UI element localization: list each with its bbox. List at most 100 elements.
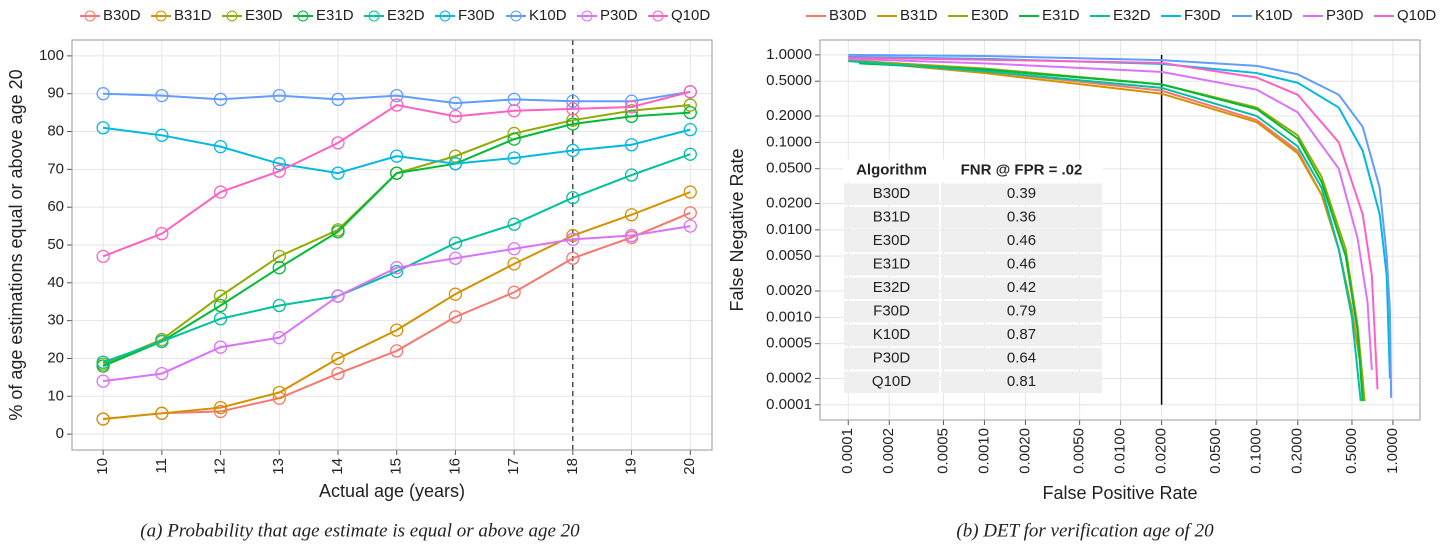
point (331, 136, 345, 150)
table-cell (844, 324, 939, 346)
point (390, 88, 404, 103)
table-text: 0.81 (1007, 373, 1036, 390)
series-line (848, 56, 1379, 390)
point (448, 310, 463, 324)
legend-marker (368, 10, 380, 22)
y-tick-label: 0.0200 (766, 194, 812, 211)
table-text: 0.64 (1007, 350, 1036, 367)
point (566, 102, 580, 116)
point (683, 122, 697, 137)
series (96, 185, 697, 426)
y-tick-label: 0.0500 (766, 160, 812, 177)
point (331, 289, 345, 303)
table-cell (941, 371, 1102, 393)
table-text: E30D (873, 232, 911, 249)
point (96, 412, 110, 426)
series-line (102, 90, 691, 258)
point (213, 340, 228, 354)
point (566, 228, 580, 243)
point (213, 400, 228, 415)
table-text: 0.46 (1007, 256, 1036, 273)
legend-marker (155, 10, 167, 22)
legend-marker (84, 10, 96, 22)
legend-marker (652, 10, 664, 22)
legend-label: B31D (174, 7, 212, 24)
x-tick-label: 10 (94, 458, 111, 475)
y-tick-label: 0.0100 (766, 221, 812, 238)
y-tick-label: 50 (47, 236, 64, 253)
point (390, 323, 404, 337)
legend-marker (510, 10, 522, 22)
table-text: E32D (873, 279, 911, 296)
point (213, 404, 228, 419)
point (683, 147, 697, 161)
point (507, 257, 521, 271)
x-tick-label: 0.0001 (839, 428, 856, 474)
x-tick-label: 19 (623, 458, 640, 475)
series (96, 147, 697, 369)
point (624, 168, 639, 182)
panel-border (71, 39, 713, 451)
point (272, 157, 286, 171)
point (96, 359, 110, 373)
x-tick-label: 0.0020 (1016, 428, 1033, 474)
table-cell (844, 230, 939, 252)
point (155, 88, 169, 103)
panel-border (819, 39, 1421, 421)
y-tick-label: 1.0000 (766, 46, 812, 63)
point (507, 132, 521, 146)
legend-label: E32D (387, 7, 425, 24)
point (331, 166, 345, 180)
point (566, 251, 580, 265)
point (566, 94, 580, 108)
point (390, 149, 404, 163)
point (331, 92, 345, 107)
legend-label: B31D (900, 7, 938, 24)
series (848, 56, 1379, 390)
table-text: B30D (873, 185, 911, 202)
x-tick-label: 0.2000 (1289, 428, 1306, 474)
table-text: F30D (873, 303, 910, 320)
y-tick-label: 0.5000 (766, 72, 812, 89)
series-line (859, 62, 1364, 402)
x-tick-label: 12 (212, 458, 229, 475)
x-tick-label: 0.0050 (1071, 428, 1088, 474)
table-text: Q10D (872, 373, 911, 390)
point (272, 249, 286, 263)
table-header: FNR @ FPR = .02 (961, 162, 1083, 179)
series (96, 219, 697, 388)
x-axis-label: Actual age (years) (319, 481, 465, 501)
series-line (103, 191, 691, 420)
x-tick-label: 0.0002 (880, 428, 897, 474)
table-cell (844, 207, 939, 229)
y-tick-label: 0.0002 (766, 369, 812, 386)
y-tick-label: 0.1000 (766, 133, 812, 150)
point (96, 249, 110, 263)
point (683, 219, 697, 233)
legend-label: P30D (600, 7, 638, 24)
series (859, 62, 1364, 402)
point (96, 87, 110, 101)
series-line (103, 211, 691, 420)
table-cell (844, 301, 939, 323)
table-cell (941, 277, 1102, 299)
y-tick-label: 30 (47, 312, 64, 329)
legend-label: K10D (1255, 7, 1293, 24)
table-text: 0.79 (1007, 303, 1036, 320)
series (848, 60, 1362, 402)
point (683, 85, 697, 99)
point (272, 331, 286, 345)
y-tick-label: 0.0005 (766, 335, 812, 352)
y-tick-label: 70 (47, 160, 64, 177)
point (155, 227, 169, 241)
y-tick-label: 90 (47, 85, 64, 102)
point (390, 166, 404, 180)
x-tick-label: 14 (329, 458, 346, 475)
point (683, 206, 697, 220)
table-cell (844, 254, 939, 276)
table-cell (844, 371, 939, 393)
caption: (a) Probability that age estimate is equ… (140, 520, 580, 541)
table-cell (941, 183, 1102, 205)
point (448, 109, 463, 124)
